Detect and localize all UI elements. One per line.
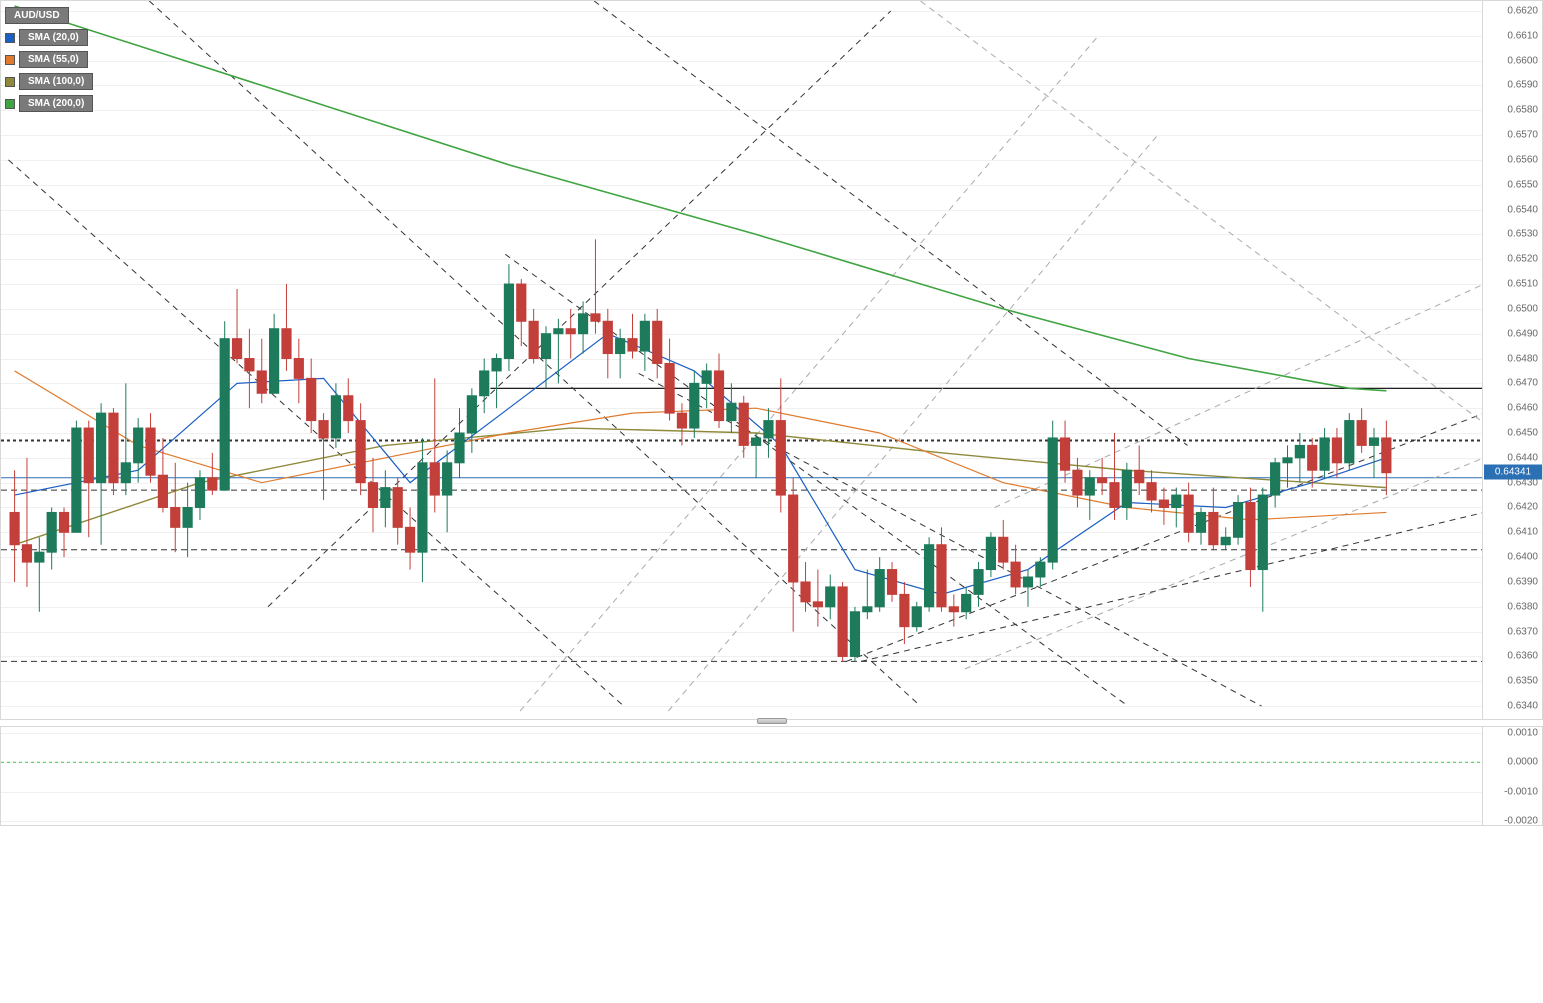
price-ytick: 0.6600 (1507, 55, 1538, 66)
price-ytick: 0.6510 (1507, 279, 1538, 290)
price-y-axis: 0.6340 0.6350 0.6360 0.6370 0.6380 0.6390 0.64… (1482, 1, 1542, 719)
price-ytick: 0.6560 (1507, 154, 1538, 165)
price-ytick: 0.6360 (1507, 651, 1538, 662)
legend-sma-200-0-[interactable]: SMA (200,0) (5, 95, 93, 112)
price-ytick: 0.6540 (1507, 204, 1538, 215)
price-ytick: 0.6520 (1507, 254, 1538, 265)
legend-sma-100-0-[interactable]: SMA (100,0) (5, 73, 93, 90)
panel-splitter[interactable] (757, 718, 787, 724)
price-ytick: 0.6610 (1507, 30, 1538, 41)
price-ytick: 0.6550 (1507, 179, 1538, 190)
price-ytick: 0.6370 (1507, 626, 1538, 637)
price-ytick: 0.6380 (1507, 601, 1538, 612)
price-ytick: 0.6340 (1507, 701, 1538, 712)
price-ytick: 0.6620 (1507, 5, 1538, 16)
price-ytick: 0.6590 (1507, 80, 1538, 91)
price-ytick: 0.6490 (1507, 328, 1538, 339)
price-panel: 0.6340 0.6350 0.6360 0.6370 0.6380 0.6390 0.64… (0, 0, 1543, 720)
price-ytick: 0.6480 (1507, 353, 1538, 364)
macd-panel: 0.00100.0000-0.0010-0.0020 (0, 726, 1543, 826)
current-price-tag: 0.64341 (1484, 465, 1542, 480)
price-ytick: 0.6470 (1507, 378, 1538, 389)
price-ytick: 0.6400 (1507, 552, 1538, 563)
price-ytick: 0.6350 (1507, 676, 1538, 687)
price-ytick: 0.6440 (1507, 452, 1538, 463)
price-ytick: 0.6420 (1507, 502, 1538, 513)
price-ytick: 0.6570 (1507, 130, 1538, 141)
legend-aud-usd[interactable]: AUD/USD (5, 7, 69, 24)
price-ytick: 0.6580 (1507, 105, 1538, 116)
price-ytick: 0.6410 (1507, 527, 1538, 538)
price-ytick: 0.6450 (1507, 428, 1538, 439)
legend-sma-55-0-[interactable]: SMA (55,0) (5, 51, 88, 68)
price-ytick: 0.6460 (1507, 403, 1538, 414)
legend-sma-20-0-[interactable]: SMA (20,0) (5, 29, 88, 46)
price-ytick: 0.6530 (1507, 229, 1538, 240)
price-ytick: 0.6390 (1507, 576, 1538, 587)
price-ytick: 0.6500 (1507, 303, 1538, 314)
